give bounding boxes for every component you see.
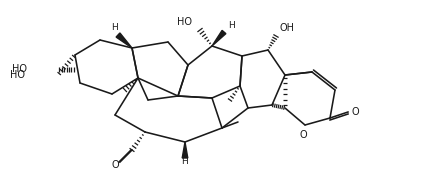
Polygon shape — [182, 142, 188, 158]
Text: HO: HO — [12, 64, 27, 74]
Polygon shape — [116, 33, 132, 48]
Text: HO: HO — [177, 17, 192, 27]
Text: OH: OH — [280, 23, 295, 33]
Polygon shape — [212, 30, 226, 46]
Text: H: H — [228, 22, 235, 31]
Text: H: H — [112, 24, 118, 33]
Text: O: O — [299, 130, 307, 140]
Text: O: O — [352, 107, 360, 117]
Text: H: H — [181, 157, 188, 167]
Text: HO: HO — [10, 70, 25, 80]
Text: O: O — [111, 160, 119, 170]
